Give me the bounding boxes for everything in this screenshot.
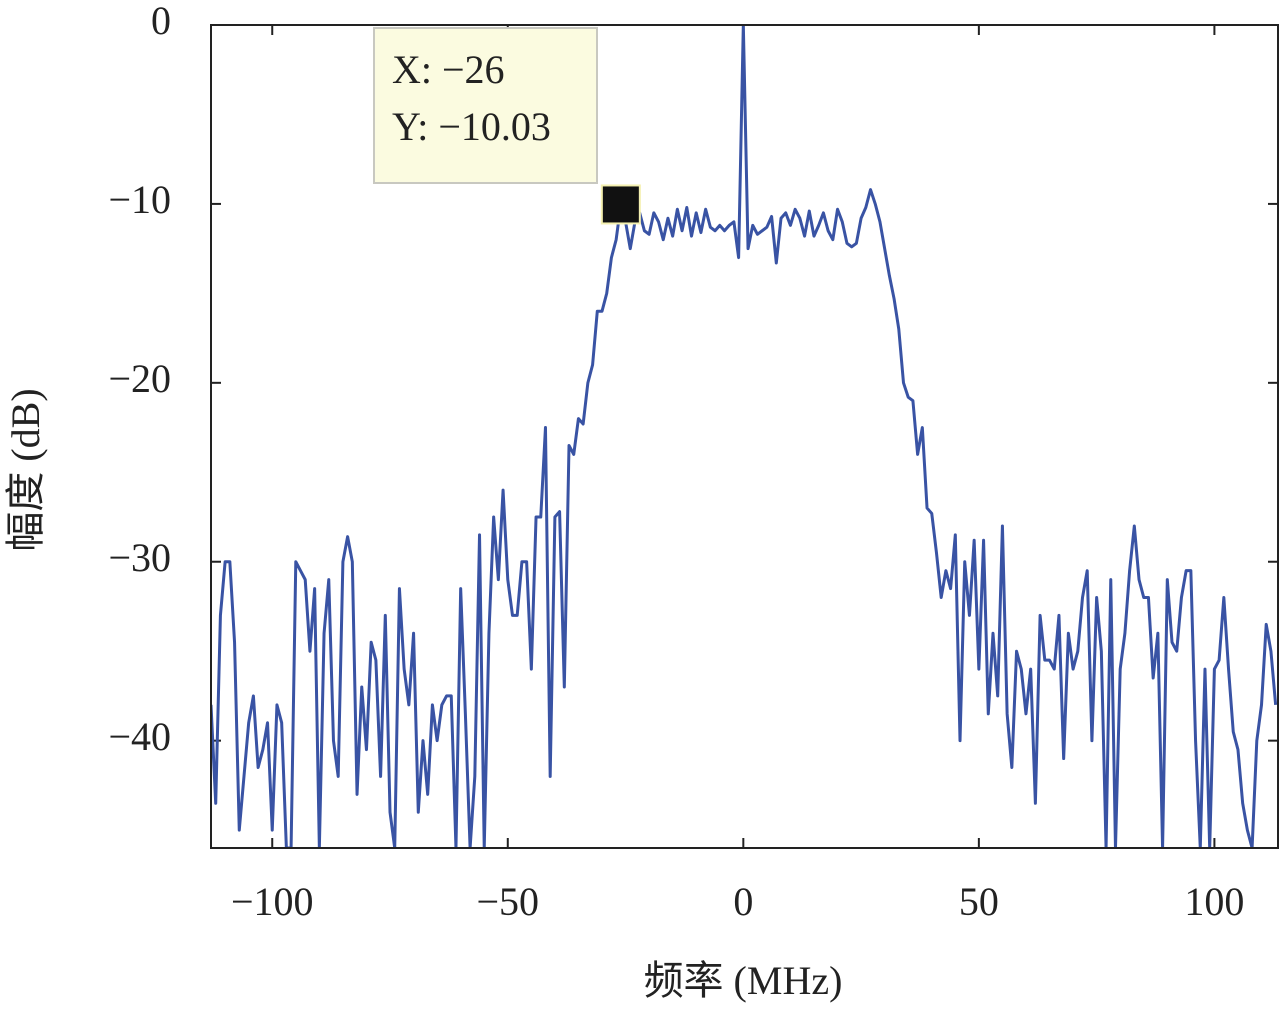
x-tick-label: 50 — [959, 879, 999, 924]
datatip-text: X: −26 — [392, 47, 505, 92]
y-tick-label: −30 — [108, 535, 171, 580]
x-tick-label: 100 — [1184, 879, 1244, 924]
datatip-text: Y: −10.03 — [392, 104, 551, 149]
datatip-marker — [600, 184, 641, 225]
y-axis-label: 幅度 (dB) — [3, 388, 48, 551]
x-tick-label: −50 — [477, 879, 540, 924]
x-axis-label: 频率 (MHz) — [644, 958, 843, 1003]
datatip-box — [373, 27, 598, 184]
y-tick-label: 0 — [151, 0, 171, 43]
x-tick-label: 0 — [733, 879, 753, 924]
plot-frame — [210, 24, 1279, 849]
y-tick-label: −20 — [108, 356, 171, 401]
y-tick-label: −10 — [108, 177, 171, 222]
y-tick-label: −40 — [108, 714, 171, 759]
series-line — [211, 25, 1278, 848]
x-tick-label: −100 — [231, 879, 314, 924]
